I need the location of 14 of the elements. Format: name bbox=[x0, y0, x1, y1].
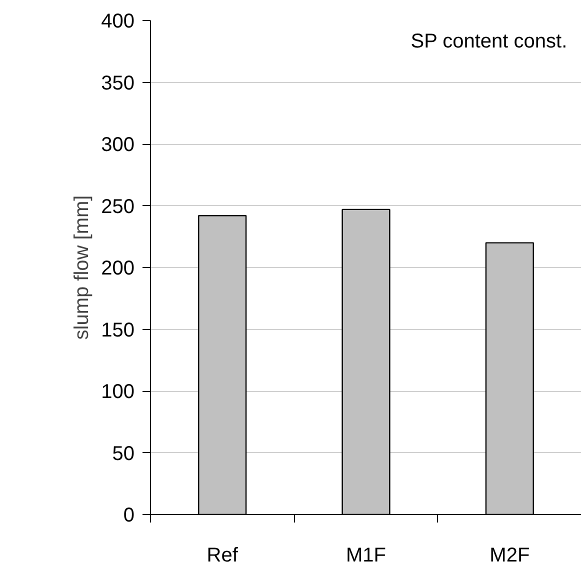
y-tick-label: 0 bbox=[123, 504, 134, 526]
x-tick-label: M1F bbox=[346, 544, 386, 566]
y-tick-label: 50 bbox=[112, 442, 135, 465]
y-tick-label: 400 bbox=[101, 10, 135, 32]
x-tick-label: M2F bbox=[490, 544, 530, 566]
x-tick-label: Ref bbox=[206, 544, 238, 566]
y-tick-label: 100 bbox=[101, 381, 135, 403]
y-tick-label: 350 bbox=[101, 72, 135, 94]
y-tick-label: 150 bbox=[101, 319, 135, 342]
y-axis-title: slump flow [mm] bbox=[71, 195, 94, 340]
y-tick-label: 250 bbox=[101, 196, 135, 218]
annotation: SP content const. bbox=[410, 30, 568, 52]
y-tick-label: 300 bbox=[101, 134, 135, 156]
y-tick-label: 200 bbox=[101, 258, 135, 280]
